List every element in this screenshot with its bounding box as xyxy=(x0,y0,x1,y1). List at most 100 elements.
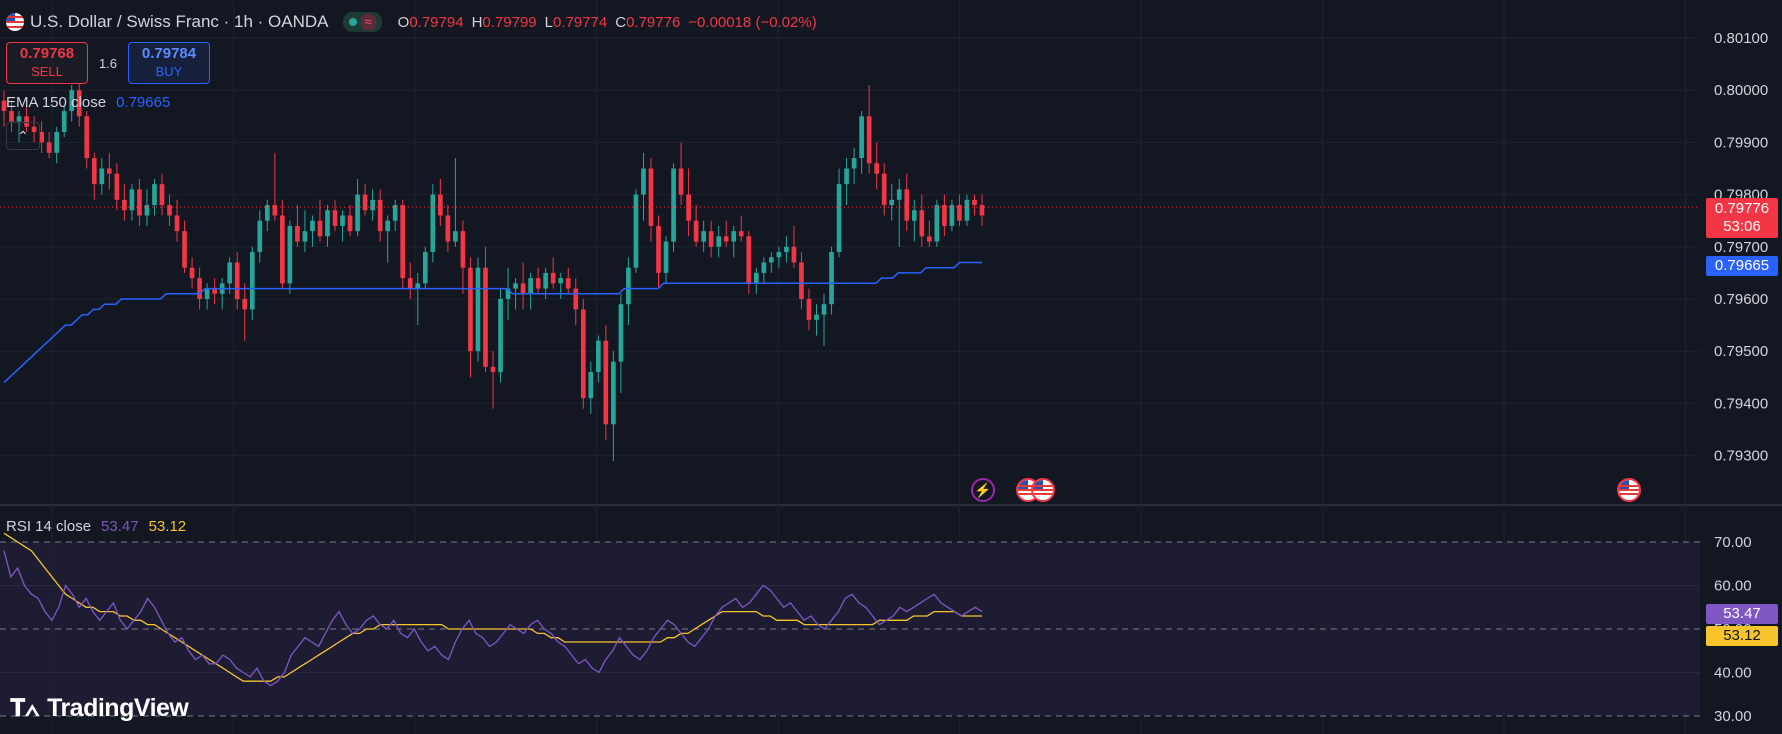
candle xyxy=(347,205,353,237)
candle xyxy=(911,199,917,242)
candle-body xyxy=(573,288,579,310)
high-value: 0.79799 xyxy=(482,13,537,31)
candle-body xyxy=(927,236,932,242)
logo-text: TradingView xyxy=(47,694,189,722)
us-economic-event-icon[interactable] xyxy=(1617,478,1641,502)
candle xyxy=(656,215,661,289)
candle xyxy=(528,272,533,310)
candle xyxy=(69,84,75,122)
symbol-header[interactable]: U.S. Dollar / Swiss Franc · 1h · OANDA ≈… xyxy=(6,10,817,34)
ema-legend[interactable]: EMA 150 close 0.79665 xyxy=(6,94,170,111)
candle xyxy=(753,267,759,294)
candle xyxy=(799,252,804,310)
candle xyxy=(219,278,225,310)
candle xyxy=(723,220,729,247)
candle-body xyxy=(558,278,564,284)
candle-body xyxy=(964,199,970,221)
candle xyxy=(212,278,217,305)
candle xyxy=(821,293,827,346)
candle xyxy=(24,100,29,132)
buy-label: BUY xyxy=(155,64,183,79)
candle xyxy=(603,325,609,440)
candle-body xyxy=(227,262,233,284)
candle xyxy=(746,231,752,294)
candle-body xyxy=(806,299,812,320)
sell-price: 0.79768 xyxy=(19,45,75,62)
candle xyxy=(340,210,345,242)
us-economic-event-icon[interactable] xyxy=(1031,478,1055,502)
rsi-line xyxy=(3,550,983,687)
rsi-tick-label: 60.00 xyxy=(1714,578,1752,595)
candle xyxy=(490,351,496,409)
candle-body xyxy=(392,205,398,221)
candle-body xyxy=(550,272,556,284)
candle xyxy=(287,220,293,294)
candle-body xyxy=(535,278,541,289)
candle-body xyxy=(859,116,864,159)
candle xyxy=(505,267,511,320)
candle xyxy=(648,158,654,242)
candle xyxy=(295,205,300,247)
candle xyxy=(896,178,902,247)
candle xyxy=(806,288,812,331)
candle xyxy=(99,158,105,195)
candle-body xyxy=(829,252,834,305)
candle-body xyxy=(753,272,759,284)
candle xyxy=(580,299,586,409)
tradingview-logo[interactable]: 𝐓∧ TradingView xyxy=(10,694,189,723)
candle xyxy=(475,257,481,362)
collapse-legend-button[interactable]: ⌃ xyxy=(6,122,40,150)
wave-icon: ≈ xyxy=(360,14,376,30)
candle-body xyxy=(76,90,82,117)
lightning-event-icon[interactable]: ⚡ xyxy=(971,478,995,502)
candle xyxy=(934,199,940,247)
candle-body xyxy=(159,184,165,206)
trade-panel: 0.79768 SELL 1.6 0.79784 BUY xyxy=(6,42,210,84)
candle xyxy=(844,158,849,206)
candle xyxy=(122,184,127,221)
candle-body xyxy=(866,116,872,164)
symbol-title[interactable]: U.S. Dollar / Swiss Franc · 1h · OANDA xyxy=(30,12,329,31)
candle-body xyxy=(302,231,308,242)
candle-body xyxy=(618,304,624,362)
candle xyxy=(693,205,699,247)
candle xyxy=(257,210,263,263)
candle xyxy=(9,100,14,132)
candle xyxy=(942,194,947,237)
candle-body xyxy=(919,210,925,237)
candle xyxy=(881,163,887,216)
candle-body xyxy=(648,168,654,226)
candle xyxy=(769,252,774,273)
candle-body xyxy=(453,231,458,242)
candle xyxy=(761,257,767,284)
candle xyxy=(731,225,737,258)
sell-label: SELL xyxy=(31,64,63,79)
candle-body xyxy=(445,215,451,242)
candle-body xyxy=(528,278,533,294)
candle-body xyxy=(438,194,443,216)
candle xyxy=(641,152,646,221)
price-tick-label: 0.79400 xyxy=(1714,395,1768,412)
candle-body xyxy=(106,168,112,174)
candle xyxy=(325,205,330,247)
rsi-label: RSI 14 close xyxy=(6,518,92,535)
sell-button[interactable]: 0.79768 SELL xyxy=(6,42,88,84)
candle-body xyxy=(144,205,150,216)
candle-body xyxy=(716,236,722,247)
candle xyxy=(889,184,895,221)
candle-body xyxy=(355,194,360,232)
candle-body xyxy=(46,142,52,153)
candle xyxy=(144,189,150,226)
buy-price: 0.79784 xyxy=(141,45,197,62)
candle-body xyxy=(61,111,67,132)
buy-button[interactable]: 0.79784 BUY xyxy=(128,42,210,84)
candle-body xyxy=(821,304,827,315)
market-status-pill[interactable]: ≈ xyxy=(342,12,382,32)
candle-body xyxy=(69,90,75,112)
rsi-legend[interactable]: RSI 14 close 53.47 53.12 xyxy=(6,518,186,535)
candle xyxy=(483,246,488,373)
candle-body xyxy=(889,199,895,206)
candle-body xyxy=(949,205,955,226)
candle xyxy=(159,173,165,216)
